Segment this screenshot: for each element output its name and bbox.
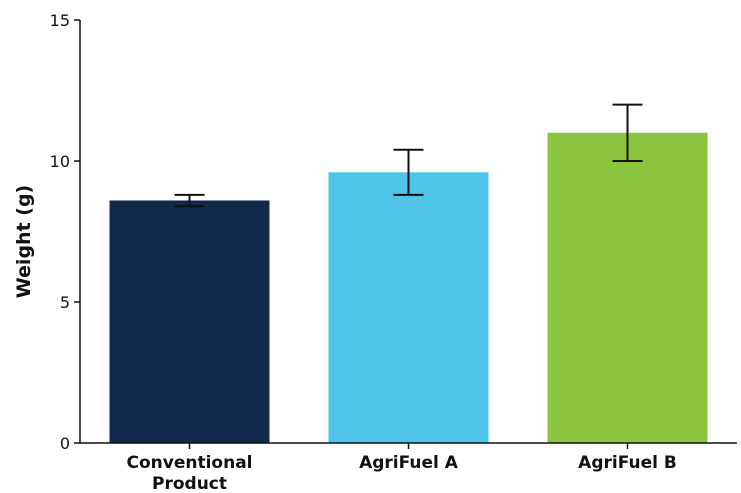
- error-bars: [174, 103, 643, 208]
- x-tick-label-line: AgriFuel B: [578, 453, 677, 473]
- x-tick-label-line: Product: [152, 474, 227, 493]
- x-tick-label: AgriFuel B: [578, 453, 677, 473]
- bar: [109, 200, 270, 443]
- y-axis-title: Weight (g): [13, 185, 35, 298]
- y-axis-ticks: 0 5 10 15: [50, 11, 80, 453]
- y-tick-label: 0: [60, 434, 70, 453]
- y-tick-label: 10: [50, 152, 70, 171]
- bar: [328, 172, 489, 443]
- x-tick-label-line: Conventional: [126, 453, 252, 473]
- y-tick-label: 5: [60, 293, 70, 312]
- x-tick-label: AgriFuel A: [359, 453, 459, 473]
- bar: [547, 132, 708, 444]
- x-tick-label-line: AgriFuel A: [359, 453, 459, 473]
- bars: [109, 132, 708, 444]
- x-tick-label: Conventional Product: [126, 453, 252, 493]
- x-axis-tick-labels: Conventional Product AgriFuel A AgriFuel B: [126, 443, 677, 493]
- y-tick-label: 15: [50, 11, 70, 30]
